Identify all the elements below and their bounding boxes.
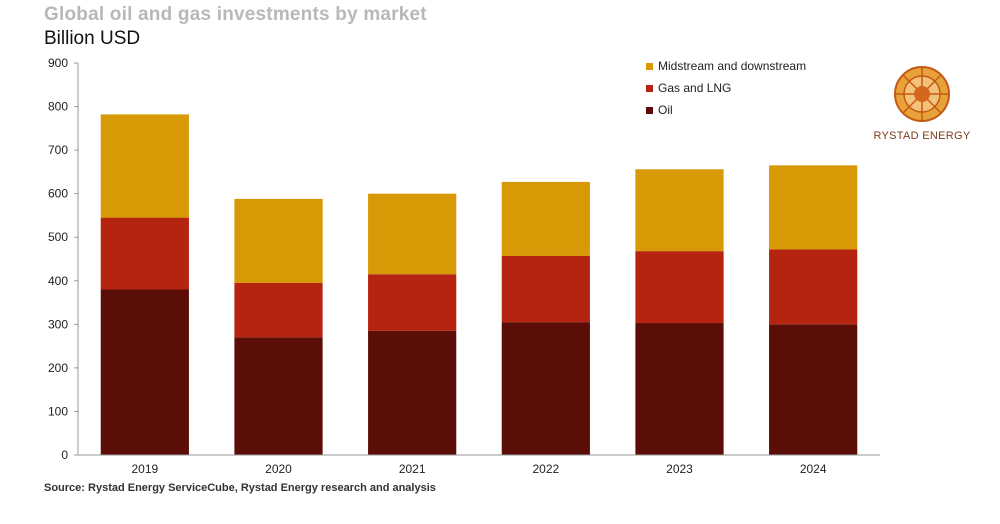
- y-tick-label: 500: [48, 230, 68, 244]
- rystad-energy-logo-icon: [894, 66, 950, 122]
- x-tick-label: 2022: [532, 462, 559, 476]
- legend-swatch: [646, 85, 653, 92]
- bar-oil-2022: [501, 322, 590, 455]
- bar-midstream-and-downstream-2023: [635, 169, 724, 252]
- bar-oil-2021: [368, 330, 457, 455]
- legend-label: Oil: [658, 103, 673, 117]
- bar-midstream-and-downstream-2020: [234, 198, 323, 283]
- legend: Midstream and downstream Gas and LNG Oil: [646, 59, 806, 117]
- y-tick-label: 300: [48, 317, 68, 331]
- unit-label: Billion USD: [44, 28, 141, 49]
- x-tick-label: 2020: [265, 462, 292, 476]
- bar-midstream-and-downstream-2024: [769, 165, 858, 250]
- y-axis: 0 100 200 300 400 500 600 700 800 900: [48, 56, 79, 462]
- legend-swatch: [646, 63, 653, 70]
- bar-midstream-and-downstream-2019: [100, 114, 189, 218]
- legend-label: Midstream and downstream: [658, 59, 806, 73]
- y-tick-label: 700: [48, 143, 68, 157]
- bar-oil-2023: [635, 323, 724, 455]
- x-tick-label: 2023: [666, 462, 693, 476]
- bar-gas-and-lng-2024: [769, 249, 858, 325]
- y-tick-label: 200: [48, 361, 68, 375]
- bars: [100, 114, 858, 455]
- bar-midstream-and-downstream-2022: [501, 181, 590, 256]
- y-tick-label: 400: [48, 274, 68, 288]
- chart-title: Global oil and gas investments by market: [44, 4, 427, 25]
- y-tick-label: 800: [48, 100, 68, 114]
- logo-text: RYSTAD ENERGY: [873, 130, 971, 142]
- bar-gas-and-lng-2019: [100, 217, 189, 290]
- bar-oil-2020: [234, 337, 323, 455]
- bar-oil-2019: [100, 289, 189, 455]
- x-tick-label: 2024: [800, 462, 827, 476]
- y-tick-label: 0: [61, 448, 68, 462]
- x-tick-label: 2021: [399, 462, 426, 476]
- bar-midstream-and-downstream-2021: [368, 193, 457, 275]
- legend-swatch: [646, 107, 653, 114]
- bar-gas-and-lng-2023: [635, 251, 724, 324]
- bar-gas-and-lng-2022: [501, 255, 590, 323]
- bar-gas-and-lng-2020: [234, 282, 323, 338]
- y-tick-label: 100: [48, 404, 68, 418]
- x-tick-label: 2019: [131, 462, 158, 476]
- bar-oil-2024: [769, 324, 858, 455]
- rystad-energy-logo: RYSTAD ENERGY: [872, 64, 982, 154]
- x-axis: 2019 2020 2021 2022 2023 2024: [78, 454, 880, 476]
- bar-gas-and-lng-2021: [368, 274, 457, 331]
- source-note: Source: Rystad Energy ServiceCube, Rysta…: [44, 482, 436, 494]
- y-tick-label: 600: [48, 187, 68, 201]
- legend-label: Gas and LNG: [658, 81, 731, 95]
- y-tick-label: 900: [48, 56, 68, 70]
